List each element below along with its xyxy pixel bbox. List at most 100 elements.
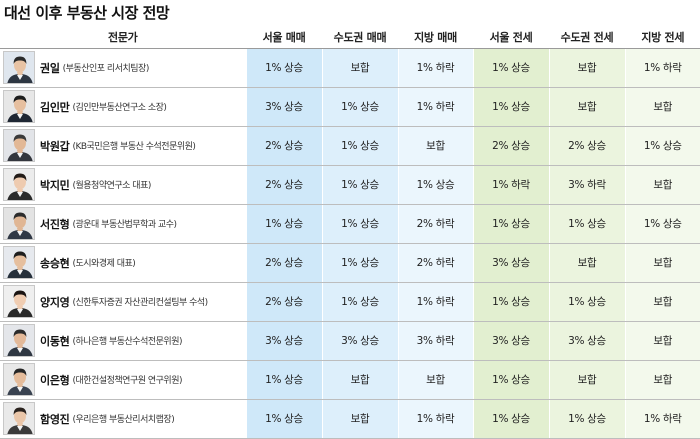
metro-jeonse-cell: 보합 bbox=[548, 360, 625, 400]
expert-name: 함영진 bbox=[40, 412, 70, 426]
metro-sale-cell: 1% 상승 bbox=[321, 282, 398, 322]
expert-cell: 이은형 (대한건설정책연구원 연구위원) bbox=[0, 360, 246, 400]
local-jeonse-cell: 1% 상승 bbox=[624, 126, 700, 166]
local-jeonse-cell: 1% 상승 bbox=[624, 204, 700, 244]
seoul-sale-cell: 3% 상승 bbox=[245, 87, 322, 127]
avatar bbox=[3, 129, 35, 162]
local-jeonse-cell: 1% 하락 bbox=[624, 48, 700, 88]
local-jeonse-cell: 1% 하락 bbox=[624, 399, 700, 439]
expert-name: 권일 bbox=[40, 61, 60, 75]
local-jeonse-cell: 보합 bbox=[624, 165, 700, 205]
expert-cell: 박원갑 (KB국민은행 부동산 수석전문위원) bbox=[0, 126, 246, 166]
metro-jeonse-cell: 2% 상승 bbox=[548, 126, 625, 166]
expert-affiliation: (하나은행 부동산수석전문위원) bbox=[72, 337, 182, 347]
header-metro-jeonse: 수도권 전세 bbox=[548, 26, 625, 49]
metro-sale-cell: 3% 상승 bbox=[321, 321, 398, 361]
avatar bbox=[3, 207, 35, 240]
table-row: 권일 (부동산인포 리서치팀장) 1% 상승 보합 1% 하락 1% 상승 보합 1% 하락 bbox=[0, 48, 700, 88]
seoul-jeonse-cell: 1% 상승 bbox=[472, 282, 549, 322]
metro-sale-cell: 1% 상승 bbox=[321, 126, 398, 166]
avatar bbox=[3, 168, 35, 201]
metro-jeonse-cell: 1% 상승 bbox=[548, 282, 625, 322]
expert-affiliation: (신한투자증권 자산관리컨설팅부 수석) bbox=[72, 298, 208, 308]
person-icon bbox=[4, 364, 34, 395]
table-row: 박지민 (월용청약연구소 대표) 2% 상승 1% 상승 1% 상승 1% 하락 3% 하락… bbox=[0, 165, 700, 205]
header-seoul-sale: 서울 매매 bbox=[245, 26, 322, 49]
local-sale-cell: 2% 하락 bbox=[397, 243, 473, 283]
table-row: 서진형 (광운대 부동산법무학과 교수) 1% 상승 1% 상승 2% 하락 1% 상승 1… bbox=[0, 204, 700, 244]
expert-name: 서진형 bbox=[40, 217, 70, 231]
person-icon bbox=[4, 247, 34, 278]
expert-affiliation: (부동산인포 리서치팀장) bbox=[62, 64, 150, 74]
local-jeonse-cell: 보합 bbox=[624, 87, 700, 127]
metro-jeonse-cell: 1% 상승 bbox=[548, 399, 625, 439]
metro-jeonse-cell: 보합 bbox=[548, 243, 625, 283]
local-sale-cell: 2% 하락 bbox=[397, 204, 473, 244]
expert-cell: 함영진 (우리은행 부동산리서치랩장) bbox=[0, 399, 246, 439]
expert-name: 이동현 bbox=[40, 334, 70, 348]
expert-name: 양지영 bbox=[40, 295, 70, 309]
seoul-sale-cell: 2% 상승 bbox=[245, 282, 322, 322]
metro-jeonse-cell: 3% 상승 bbox=[548, 321, 625, 361]
expert-cell: 송승현 (도시와경제 대표) bbox=[0, 243, 246, 283]
header-metro-sale: 수도권 매매 bbox=[321, 26, 398, 49]
table-row: 양지영 (신한투자증권 자산관리컨설팅부 수석) 2% 상승 1% 상승 1% 하락 1%… bbox=[0, 282, 700, 322]
person-icon bbox=[4, 91, 34, 122]
expert-cell: 양지영 (신한투자증권 자산관리컨설팅부 수석) bbox=[0, 282, 246, 322]
expert-affiliation: (KB국민은행 부동산 수석전문위원) bbox=[72, 142, 196, 152]
expert-name: 박원갑 bbox=[40, 139, 70, 153]
expert-cell: 서진형 (광운대 부동산법무학과 교수) bbox=[0, 204, 246, 244]
person-icon bbox=[4, 130, 34, 161]
table-row: 이은형 (대한건설정책연구원 연구위원) 1% 상승 보합 보합 1% 상승 보합 보합 bbox=[0, 360, 700, 400]
person-icon bbox=[4, 52, 34, 83]
expert-cell: 이동현 (하나은행 부동산수석전문위원) bbox=[0, 321, 246, 361]
seoul-jeonse-cell: 1% 상승 bbox=[472, 360, 549, 400]
expert-affiliation: (도시와경제 대표) bbox=[72, 259, 136, 269]
expert-affiliation: (광운대 부동산법무학과 교수) bbox=[72, 220, 177, 230]
table-row: 김인만 (김인만부동산연구소 소장) 3% 상승 1% 상승 1% 하락 1% 상승 보합 보… bbox=[0, 87, 700, 127]
seoul-jeonse-cell: 1% 상승 bbox=[472, 204, 549, 244]
seoul-sale-cell: 1% 상승 bbox=[245, 204, 322, 244]
forecast-table: 전문가 서울 매매 수도권 매매 지방 매매 서울 전세 수도권 전세 지방 전… bbox=[0, 26, 700, 439]
table-row: 송승현 (도시와경제 대표) 2% 상승 1% 상승 2% 하락 3% 상승 보합 보합 bbox=[0, 243, 700, 283]
seoul-sale-cell: 2% 상승 bbox=[245, 243, 322, 283]
expert-name: 송승현 bbox=[40, 256, 70, 270]
expert-affiliation: (대한건설정책연구원 연구위원) bbox=[72, 376, 182, 386]
seoul-jeonse-cell: 2% 상승 bbox=[472, 126, 549, 166]
metro-jeonse-cell: 3% 하락 bbox=[548, 165, 625, 205]
seoul-jeonse-cell: 3% 상승 bbox=[472, 321, 549, 361]
local-sale-cell: 1% 하락 bbox=[397, 282, 473, 322]
metro-sale-cell: 1% 상승 bbox=[321, 165, 398, 205]
expert-affiliation: (김인만부동산연구소 소장) bbox=[72, 103, 167, 113]
page-title: 대선 이후 부동산 시장 전망 bbox=[4, 4, 170, 22]
expert-affiliation: (월용청약연구소 대표) bbox=[72, 181, 151, 191]
avatar bbox=[3, 90, 35, 123]
avatar bbox=[3, 324, 35, 357]
seoul-sale-cell: 2% 상승 bbox=[245, 126, 322, 166]
expert-cell: 권일 (부동산인포 리서치팀장) bbox=[0, 48, 246, 88]
header-row: 전문가 서울 매매 수도권 매매 지방 매매 서울 전세 수도권 전세 지방 전… bbox=[0, 26, 700, 49]
header-seoul-jeonse: 서울 전세 bbox=[472, 26, 549, 49]
local-jeonse-cell: 보합 bbox=[624, 321, 700, 361]
local-jeonse-cell: 보합 bbox=[624, 243, 700, 283]
seoul-sale-cell: 1% 상승 bbox=[245, 360, 322, 400]
seoul-sale-cell: 1% 상승 bbox=[245, 48, 322, 88]
local-sale-cell: 보합 bbox=[397, 360, 473, 400]
person-icon bbox=[4, 403, 34, 434]
table-row: 이동현 (하나은행 부동산수석전문위원) 3% 상승 3% 상승 3% 하락 3% 상승 3… bbox=[0, 321, 700, 361]
local-sale-cell: 1% 상승 bbox=[397, 165, 473, 205]
person-icon bbox=[4, 325, 34, 356]
expert-name: 김인만 bbox=[40, 100, 70, 114]
metro-sale-cell: 보합 bbox=[321, 360, 398, 400]
header-local-sale: 지방 매매 bbox=[397, 26, 473, 49]
metro-jeonse-cell: 1% 상승 bbox=[548, 204, 625, 244]
person-icon bbox=[4, 208, 34, 239]
header-local-jeonse: 지방 전세 bbox=[624, 26, 700, 49]
local-jeonse-cell: 보합 bbox=[624, 360, 700, 400]
avatar bbox=[3, 402, 35, 435]
seoul-jeonse-cell: 1% 상승 bbox=[472, 87, 549, 127]
seoul-jeonse-cell: 1% 상승 bbox=[472, 399, 549, 439]
seoul-sale-cell: 1% 상승 bbox=[245, 399, 322, 439]
seoul-jeonse-cell: 1% 하락 bbox=[472, 165, 549, 205]
seoul-sale-cell: 2% 상승 bbox=[245, 165, 322, 205]
